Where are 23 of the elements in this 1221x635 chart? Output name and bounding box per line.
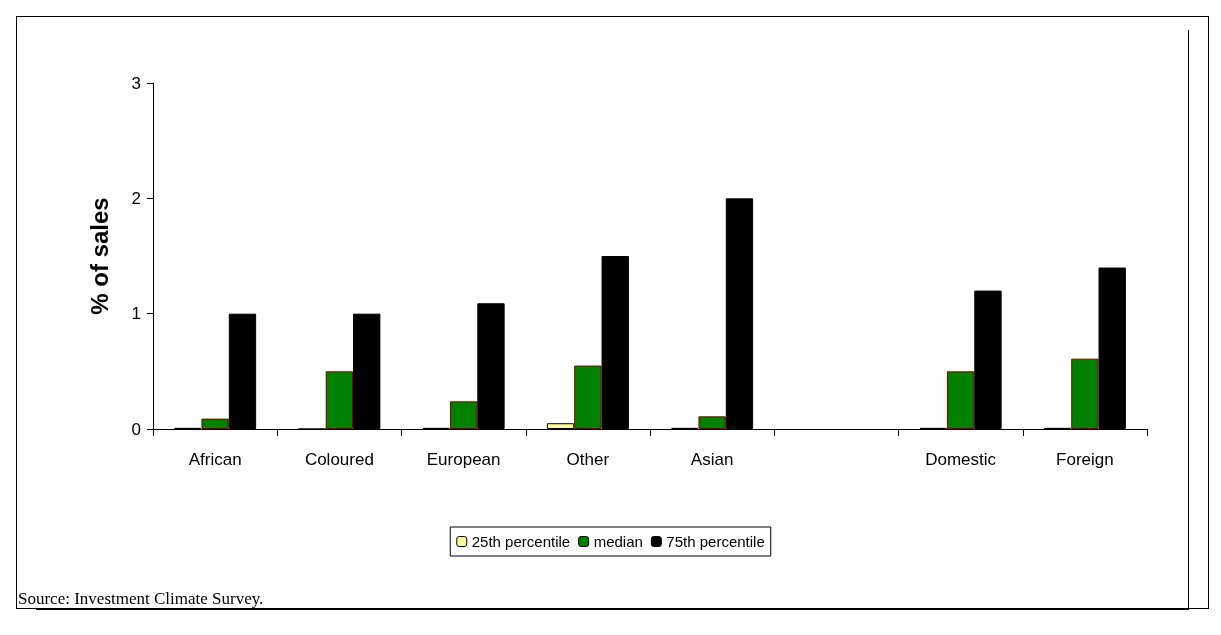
bar xyxy=(449,401,478,429)
y-tick-label: 2 xyxy=(131,188,141,208)
bar xyxy=(698,416,726,429)
x-tick-label: Foreign xyxy=(1056,450,1114,469)
y-axis-title: % of sales xyxy=(85,197,113,315)
legend-label: median xyxy=(593,533,643,550)
x-tick-label: Domestic xyxy=(925,450,997,469)
bar xyxy=(946,371,975,429)
x-tick-label: Coloured xyxy=(304,450,374,469)
x-tick-label: European xyxy=(426,450,501,469)
legend-label: 25th percentile xyxy=(471,533,571,550)
bar xyxy=(574,365,602,429)
source-note: Source: Investment Climate Survey. xyxy=(18,589,264,609)
bar xyxy=(201,418,229,429)
y-tick-label: 3 xyxy=(131,73,141,93)
bar xyxy=(325,371,354,429)
x-tick-label: African xyxy=(188,450,242,469)
x-tick-label: Asian xyxy=(690,450,734,469)
bar xyxy=(1071,358,1099,429)
legend-label: 75th percentile xyxy=(666,533,765,550)
y-tick-label: 0 xyxy=(131,419,141,439)
y-tick-label: 1 xyxy=(131,304,141,324)
x-tick-label: Other xyxy=(566,450,610,469)
